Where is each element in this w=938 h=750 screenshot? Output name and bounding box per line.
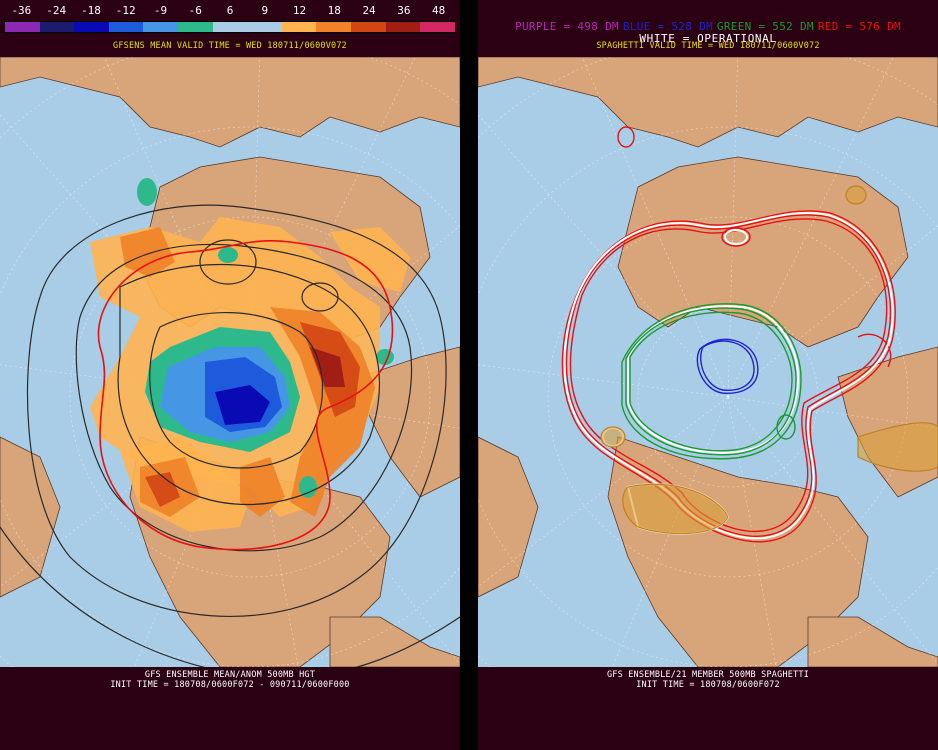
colorbar-swatch [247, 22, 282, 32]
colorbar-label: -24 [46, 4, 67, 17]
spaghetti-map-graphic [478, 57, 938, 667]
left-caption-line1: GFS ENSEMBLE MEAN/ANOM 500MB HGT [144, 670, 316, 680]
colorbar-swatch [143, 22, 179, 32]
legend-entry: PURPLE = 498 DM [515, 20, 619, 33]
colorbar-swatch [420, 22, 455, 32]
colorbar-swatch [281, 22, 317, 32]
colorbar-swatch [178, 22, 213, 32]
spaghetti-map [478, 57, 938, 667]
right-caption-line1: GFS ENSEMBLE/21 MEMBER 500MB SPAGHETTI [606, 670, 810, 680]
left-caption-line2: INIT TIME = 180708/0600F072 - 090711/060… [110, 680, 350, 690]
colorbar-label: 18 [327, 4, 341, 17]
colorbar-label: -36 [11, 4, 32, 17]
ensemble-mean-panel: -36 -24 -18 -12 -9 -6 6 9 12 18 24 36 48 GFSENS MEAN… [0, 0, 460, 750]
colorbar-label: 24 [362, 4, 376, 17]
colorbar-swatch [351, 22, 386, 32]
colorbar-labels: -36 -24 -18 -12 -9 -6 6 9 12 18 24 36 48 [4, 4, 456, 20]
colorbar-label: 9 [261, 4, 269, 17]
colorbar-swatch [5, 22, 40, 32]
contour-legend: PURPLE = 498 DM BLUE = 528 DM GREEN = 552 … [478, 20, 938, 33]
colorbar-label: 48 [431, 4, 446, 17]
right-map-title: SPAGHETTI VALID TIME = WED 180711/0600V0… [596, 41, 820, 51]
ensemble-mean-map [0, 57, 460, 667]
colorbar-label: -9 [153, 4, 168, 17]
legend-entry: RED = 576 DM [817, 20, 901, 33]
colorbar-swatches [4, 21, 456, 33]
colorbar-label: -18 [80, 4, 101, 17]
anomaly-colorbar: -36 -24 -18 -12 -9 -6 6 9 12 18 24 36 48 [4, 4, 456, 34]
colorbar-label: 12 [292, 4, 307, 17]
colorbar-swatch [212, 22, 248, 32]
colorbar-label: -12 [115, 4, 136, 17]
colorbar-label: 36 [397, 4, 411, 17]
operational-label: WHITE = OPERATIONAL [639, 32, 777, 45]
panel-divider [460, 0, 478, 750]
legend-entry: BLUE = 528 DM [622, 20, 713, 33]
colorbar-label: -6 [188, 4, 202, 17]
colorbar-swatch [74, 22, 109, 32]
colorbar-swatch [39, 22, 75, 32]
colorbar-swatch [316, 22, 352, 32]
mean-anomaly-map-graphic [0, 57, 460, 667]
legend-entry: GREEN = 552 DM [716, 20, 814, 33]
colorbar-swatch [385, 22, 421, 32]
colorbar-label: 6 [226, 4, 234, 17]
spaghetti-panel: PURPLE = 498 DM BLUE = 528 DM GREEN = 552 … [478, 0, 938, 750]
right-caption-line2: INIT TIME = 180708/0600F072 [636, 680, 780, 690]
colorbar-swatch [108, 22, 144, 32]
left-map-title: GFSENS MEAN VALID TIME = WED 180711/0600… [113, 41, 347, 51]
